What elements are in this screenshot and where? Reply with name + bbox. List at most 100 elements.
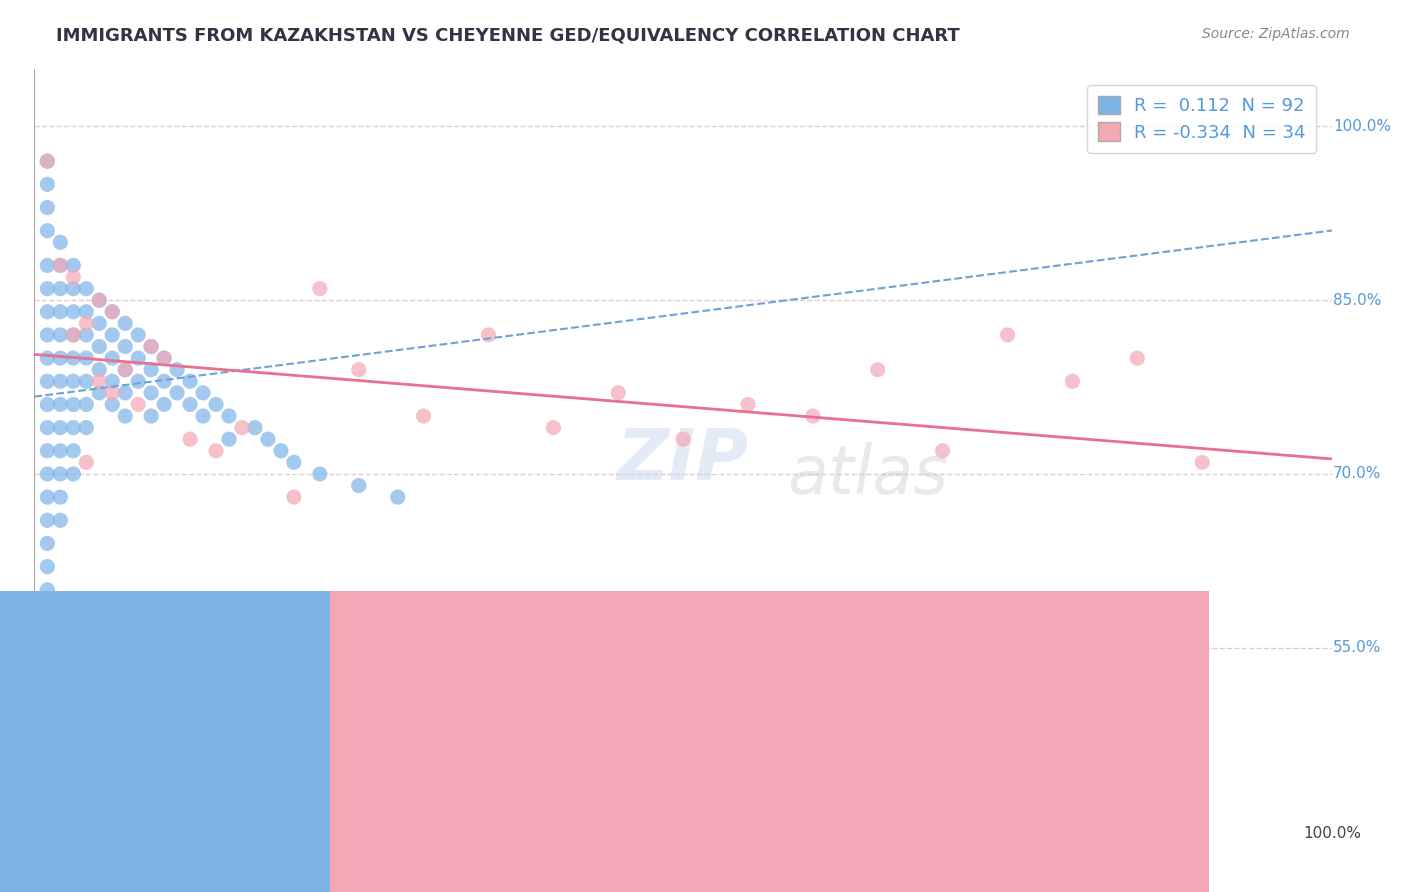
Point	[37, 559, 59, 574]
Point	[37, 259, 59, 273]
Point	[308, 282, 330, 296]
Point	[283, 490, 305, 504]
Point	[37, 201, 59, 215]
Point	[37, 178, 59, 192]
Point	[866, 362, 889, 376]
Point	[37, 420, 59, 434]
Point	[231, 420, 253, 434]
Point	[114, 362, 136, 376]
Point	[257, 432, 280, 446]
Point	[270, 443, 292, 458]
Point	[166, 385, 188, 400]
Point	[153, 351, 176, 365]
Point	[543, 420, 565, 434]
Point	[931, 443, 953, 458]
Point	[141, 339, 163, 353]
Point	[37, 467, 59, 481]
Point	[1191, 455, 1213, 469]
Point	[308, 467, 330, 481]
Point	[75, 282, 97, 296]
Point	[141, 339, 163, 353]
Point	[179, 397, 201, 411]
Point	[49, 259, 72, 273]
Point	[737, 397, 759, 411]
Point	[37, 606, 59, 620]
Point	[75, 397, 97, 411]
Point	[801, 409, 824, 423]
Point	[477, 327, 499, 342]
Point	[101, 397, 124, 411]
Point	[37, 698, 59, 713]
Point	[1062, 374, 1084, 388]
Point	[127, 327, 149, 342]
Point	[37, 582, 59, 597]
Point	[49, 305, 72, 319]
Point	[141, 385, 163, 400]
Text: 70.0%: 70.0%	[1333, 467, 1382, 482]
Point	[62, 374, 84, 388]
Point	[75, 374, 97, 388]
Legend: R =  0.112  N = 92, R = -0.334  N = 34: R = 0.112 N = 92, R = -0.334 N = 34	[1087, 85, 1316, 153]
Point	[37, 629, 59, 643]
Point	[62, 270, 84, 285]
Point	[101, 305, 124, 319]
Point	[49, 351, 72, 365]
Text: 55.0%: 55.0%	[1333, 640, 1382, 656]
Point	[218, 432, 240, 446]
Text: 85.0%: 85.0%	[1333, 293, 1382, 308]
Point	[37, 282, 59, 296]
Point	[607, 385, 630, 400]
Point	[37, 490, 59, 504]
Point	[37, 327, 59, 342]
Text: Cheyenne: Cheyenne	[830, 856, 914, 874]
Point	[153, 351, 176, 365]
Point	[672, 432, 695, 446]
Point	[179, 374, 201, 388]
Point	[101, 351, 124, 365]
Point	[205, 397, 228, 411]
Point	[75, 327, 97, 342]
Point	[62, 305, 84, 319]
Point	[153, 397, 176, 411]
Point	[101, 305, 124, 319]
Point	[114, 409, 136, 423]
Point	[283, 455, 305, 469]
Point	[191, 385, 214, 400]
Point	[49, 374, 72, 388]
Point	[114, 362, 136, 376]
Point	[49, 490, 72, 504]
Point	[62, 282, 84, 296]
Point	[62, 443, 84, 458]
Point	[49, 513, 72, 527]
Point	[62, 420, 84, 434]
Point	[75, 420, 97, 434]
Text: 100.0%: 100.0%	[1333, 119, 1391, 134]
Point	[89, 317, 111, 331]
Point	[49, 420, 72, 434]
Point	[75, 351, 97, 365]
Point	[179, 432, 201, 446]
Point	[49, 259, 72, 273]
Point	[114, 317, 136, 331]
Point	[243, 420, 266, 434]
Text: Immigrants from Kazakhstan: Immigrants from Kazakhstan	[415, 856, 654, 874]
Point	[37, 536, 59, 550]
Point	[412, 409, 434, 423]
Point	[387, 490, 409, 504]
Point	[127, 374, 149, 388]
Point	[75, 317, 97, 331]
Point	[114, 339, 136, 353]
Point	[49, 282, 72, 296]
Point	[37, 443, 59, 458]
Point	[89, 362, 111, 376]
Point	[49, 327, 72, 342]
Point	[114, 385, 136, 400]
Point	[75, 455, 97, 469]
Point	[62, 259, 84, 273]
Point	[1126, 351, 1149, 365]
Point	[37, 374, 59, 388]
Point	[997, 327, 1019, 342]
Point	[49, 397, 72, 411]
Point	[101, 327, 124, 342]
Point	[37, 351, 59, 365]
